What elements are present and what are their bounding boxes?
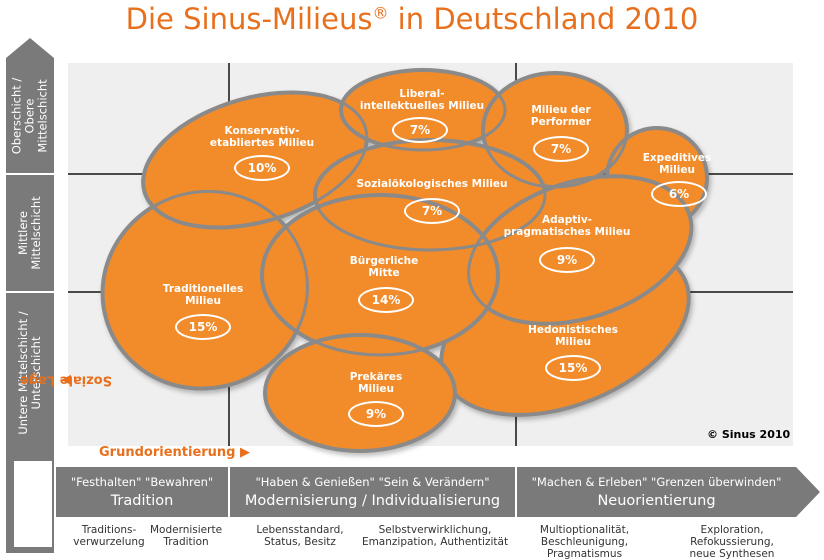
segment-quotes: "Festhalten" "Bewahren": [70, 475, 214, 489]
milieu-label: Prekäres Milieu: [350, 371, 403, 395]
milieu-name: Milieu der: [531, 104, 591, 116]
segment-modernisierung: "Haben & Genießen" "Sein & Verändern" Mo…: [230, 467, 515, 517]
milieu-name: Liberal-: [399, 88, 445, 100]
layer-untere: Untere Mittelschicht / Unterschicht: [6, 293, 54, 453]
milieu-percent: 10%: [234, 155, 290, 181]
milieu-name: intellektuelles Milieu: [359, 100, 485, 112]
sub-label: Lebensstandard, Status, Besitz: [240, 524, 360, 548]
milieu-name: etabliertes Milieu: [209, 137, 315, 149]
milieu-name: Milieu: [185, 295, 221, 307]
milieu-percent: 14%: [358, 287, 414, 313]
milieu-label: Milieu der Performer: [531, 104, 591, 128]
sub-line: Traditions-: [81, 524, 137, 536]
milieu-name: pragmatisches Milieu: [503, 226, 631, 238]
segment-name: Neuorientierung: [597, 493, 716, 509]
segment-tradition: "Festhalten" "Bewahren" Tradition: [56, 467, 228, 517]
copyright: © Sinus 2010: [707, 428, 791, 441]
corner-frame: [6, 453, 54, 553]
right-arrow-icon: ▶: [240, 445, 251, 460]
title-main: Die Sinus-Milieus: [125, 2, 373, 36]
milieu-name: Traditionelles: [162, 283, 244, 295]
milieu-name: Hedonistisches: [528, 324, 618, 336]
soziale-lage-bar: Oberschicht / Obere Mittelschicht Mittlere…: [6, 38, 54, 453]
segment-divider: [228, 467, 230, 517]
segment-quotes: "Machen & Erleben" "Grenzen überwinden": [531, 475, 782, 489]
sub-line: Lebensstandard,: [256, 524, 344, 536]
sub-label: Traditions-verwurzelung: [64, 524, 154, 548]
milieu-name: Sozialökologisches Milieu: [356, 178, 508, 190]
milieu-prekaeres: [263, 333, 457, 453]
registered-mark: ®: [372, 3, 389, 23]
milieu-name: Konservativ-: [224, 125, 300, 137]
milieu-percent: 7%: [392, 117, 448, 143]
milieu-name: Expeditives: [642, 152, 712, 164]
sub-line: Modernisierte: [149, 524, 223, 536]
milieu-name: Bürgerliche: [349, 255, 419, 267]
segment-neuorientierung: "Machen & Erleben" "Grenzen überwinden" …: [517, 467, 796, 517]
sub-line: Pragmatismus: [546, 548, 623, 560]
milieu-name: Mitte: [368, 267, 400, 279]
milieu-name: Milieu: [358, 383, 394, 395]
milieu-label: Hedonistisches Milieu: [528, 324, 618, 348]
milieu-percent: 9%: [348, 401, 404, 427]
sub-line: Multioptionalität,: [539, 524, 630, 536]
sub-label: Exploration, Refokussierung, neue Synthese…: [672, 524, 792, 560]
milieu-percent: 9%: [539, 247, 595, 273]
page-title: Die Sinus-Milieus® in Deutschland 2010: [0, 2, 824, 36]
sub-label: Multioptionalität, Beschleunigung, Pragmat…: [527, 524, 642, 560]
milieu-percent: 15%: [175, 314, 231, 340]
sub-label: Selbstverwirklichung, Emanzipation, Authe…: [360, 524, 510, 548]
segment-divider: [515, 467, 517, 517]
segment-name: Modernisierung / Individualisierung: [244, 493, 501, 509]
sub-line: Status, Besitz: [264, 536, 336, 548]
milieu-label: Konservativ-etabliertes Milieu: [210, 125, 314, 149]
title-rest: in Deutschland 2010: [388, 2, 699, 36]
sub-line: neue Synthesen: [689, 548, 775, 560]
milieu-label: Sozialökologisches Milieu: [356, 178, 507, 190]
segment-name: Tradition: [110, 493, 174, 509]
milieu-percent: 7%: [404, 198, 460, 224]
sub-line: Exploration,: [700, 524, 764, 536]
axis-grundorientierung: Grundorientierung ▶: [99, 445, 250, 460]
layer-oberschicht: Oberschicht / Obere Mittelschicht: [6, 58, 54, 175]
milieu-label: Expeditives Milieu: [643, 152, 712, 176]
sub-line: Emanzipation, Authentizität: [361, 536, 509, 548]
sub-line: Beschleunigung,: [540, 536, 629, 548]
sub-label: Modernisierte Tradition: [146, 524, 226, 548]
milieu-percent: 6%: [651, 181, 707, 207]
milieu-label: Adaptiv-pragmatisches Milieu: [504, 214, 631, 238]
milieu-name: Performer: [530, 116, 592, 128]
up-arrow-icon: [6, 38, 54, 58]
segment-quotes: "Haben & Genießen" "Sein & Verändern": [255, 475, 490, 489]
sub-line: Refokussierung,: [690, 536, 774, 548]
layer-mittlere: Mittlere Mittelschicht: [6, 175, 54, 293]
milieu-label: Traditionelles Milieu: [163, 283, 243, 307]
milieu-name: Milieu: [555, 336, 591, 348]
sub-line: verwurzelung: [73, 536, 145, 548]
milieu-label: Liberal-intellektuelles Milieu: [360, 88, 484, 112]
milieu-name: Milieu: [659, 164, 695, 176]
milieu-name: Adaptiv-: [541, 214, 593, 226]
axis-x-label: Grundorientierung: [99, 445, 236, 460]
milieu-percent: 15%: [545, 355, 601, 381]
milieu-label: Bürgerliche Mitte: [350, 255, 419, 279]
sub-line: Selbstverwirklichung,: [378, 524, 492, 536]
milieu-percent: 7%: [533, 136, 589, 162]
milieu-name: Prekäres: [349, 371, 403, 383]
grundorientierung-bar: "Festhalten" "Bewahren" Tradition "Haben…: [56, 467, 796, 517]
right-arrow-icon: [796, 467, 820, 517]
sub-line: Tradition: [163, 536, 209, 548]
